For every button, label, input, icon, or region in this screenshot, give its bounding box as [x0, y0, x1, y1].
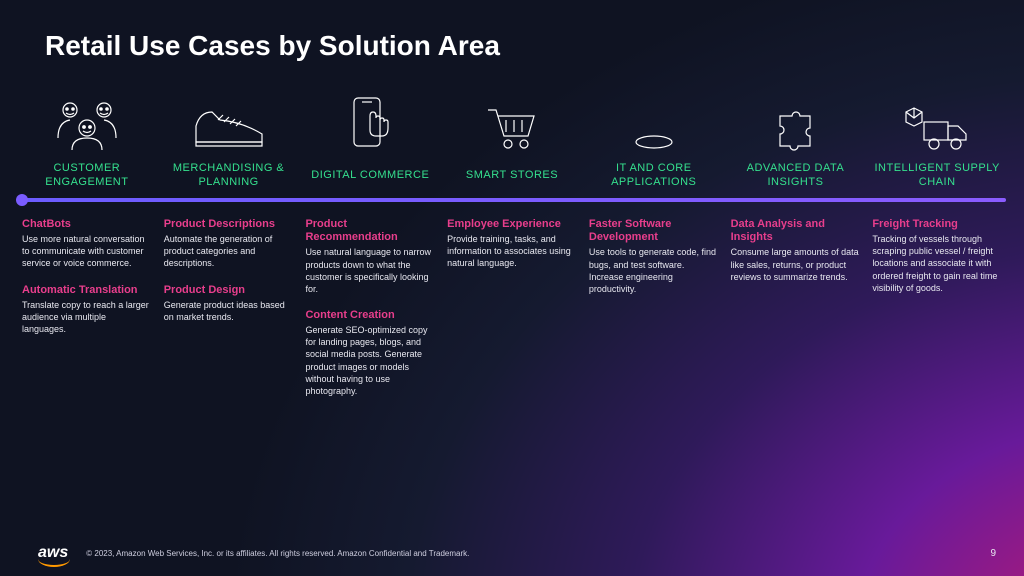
usecase-card: Automatic Translation Translate copy to … — [22, 284, 152, 336]
divider-dot — [16, 194, 28, 206]
usecase-grid: ChatBots Use more natural conversation t… — [16, 218, 1008, 411]
usecase-desc: Use natural language to narrow products … — [305, 246, 435, 295]
usecase-desc: Translate copy to reach a larger audienc… — [22, 299, 152, 335]
usecase-title: Employee Experience — [447, 218, 577, 231]
aws-logo: aws — [38, 544, 68, 562]
usecase-col-5: Data Analysis and Insights Consume large… — [725, 218, 867, 411]
usecase-desc: Consume large amounts of data like sales… — [731, 246, 861, 282]
page-number: 9 — [990, 548, 996, 559]
ellipse-icon — [589, 88, 719, 152]
usecase-col-1: Product Descriptions Automate the genera… — [158, 218, 300, 411]
usecase-desc: Automate the generation of product categ… — [164, 233, 294, 269]
footer: aws © 2023, Amazon Web Services, Inc. or… — [38, 544, 996, 562]
category-label: ADVANCED DATA INSIGHTS — [731, 160, 861, 190]
usecase-card: Product Design Generate product ideas ba… — [164, 284, 294, 323]
usecase-desc: Generate SEO-optimized copy for landing … — [305, 324, 435, 397]
usecase-title: Data Analysis and Insights — [731, 218, 861, 244]
category-label: INTELLIGENT SUPPLY CHAIN — [872, 160, 1002, 190]
usecase-title: Product Recommendation — [305, 218, 435, 244]
usecase-title: Freight Tracking — [872, 218, 1002, 231]
people-icon — [22, 88, 152, 152]
category-digital-commerce: DIGITAL COMMERCE — [299, 88, 441, 190]
usecase-card: ChatBots Use more natural conversation t… — [22, 218, 152, 270]
category-smart-stores: SMART STORES — [441, 88, 583, 190]
shoe-icon — [164, 88, 294, 152]
page-title: Retail Use Cases by Solution Area — [45, 30, 500, 62]
phone-touch-icon — [305, 88, 435, 152]
usecase-card: Product Descriptions Automate the genera… — [164, 218, 294, 270]
category-supply-chain: INTELLIGENT SUPPLY CHAIN — [866, 88, 1008, 190]
category-row: CUSTOMER ENGAGEMENT MERCHANDISING & PLAN… — [16, 88, 1008, 190]
usecase-col-6: Freight Tracking Tracking of vessels thr… — [866, 218, 1008, 411]
divider-bar — [18, 198, 1006, 202]
category-label: CUSTOMER ENGAGEMENT — [22, 160, 152, 190]
usecase-title: Content Creation — [305, 309, 435, 322]
usecase-col-3: Employee Experience Provide training, ta… — [441, 218, 583, 411]
usecase-col-2: Product Recommendation Use natural langu… — [299, 218, 441, 411]
usecase-desc: Use more natural conversation to communi… — [22, 233, 152, 269]
category-data-insights: ADVANCED DATA INSIGHTS — [725, 88, 867, 190]
usecase-card: Faster Software Development Use tools to… — [589, 218, 719, 295]
category-merchandising: MERCHANDISING & PLANNING — [158, 88, 300, 190]
category-customer-engagement: CUSTOMER ENGAGEMENT — [16, 88, 158, 190]
copyright-text: © 2023, Amazon Web Services, Inc. or its… — [86, 549, 469, 558]
usecase-card: Content Creation Generate SEO-optimized … — [305, 309, 435, 397]
usecase-title: ChatBots — [22, 218, 152, 231]
usecase-card: Data Analysis and Insights Consume large… — [731, 218, 861, 283]
usecase-title: Product Design — [164, 284, 294, 297]
category-label: DIGITAL COMMERCE — [311, 160, 429, 190]
usecase-col-4: Faster Software Development Use tools to… — [583, 218, 725, 411]
usecase-desc: Generate product ideas based on market t… — [164, 299, 294, 323]
usecase-card: Freight Tracking Tracking of vessels thr… — [872, 218, 1002, 294]
usecase-title: Faster Software Development — [589, 218, 719, 244]
slide: Retail Use Cases by Solution Area CUSTOM… — [0, 0, 1024, 576]
usecase-card: Employee Experience Provide training, ta… — [447, 218, 577, 270]
footer-left: aws © 2023, Amazon Web Services, Inc. or… — [38, 544, 469, 562]
truck-icon — [872, 88, 1002, 152]
usecase-col-0: ChatBots Use more natural conversation t… — [16, 218, 158, 411]
usecase-desc: Provide training, tasks, and information… — [447, 233, 577, 269]
usecase-desc: Tracking of vessels through scraping pub… — [872, 233, 1002, 294]
usecase-title: Product Descriptions — [164, 218, 294, 231]
puzzle-icon — [731, 88, 861, 152]
category-label: MERCHANDISING & PLANNING — [164, 160, 294, 190]
category-it-core: IT AND CORE APPLICATIONS — [583, 88, 725, 190]
usecase-title: Automatic Translation — [22, 284, 152, 297]
category-label: SMART STORES — [466, 160, 558, 190]
cart-icon — [447, 88, 577, 152]
category-label: IT AND CORE APPLICATIONS — [589, 160, 719, 190]
usecase-desc: Use tools to generate code, find bugs, a… — [589, 246, 719, 295]
usecase-card: Product Recommendation Use natural langu… — [305, 218, 435, 295]
divider — [18, 198, 1006, 202]
